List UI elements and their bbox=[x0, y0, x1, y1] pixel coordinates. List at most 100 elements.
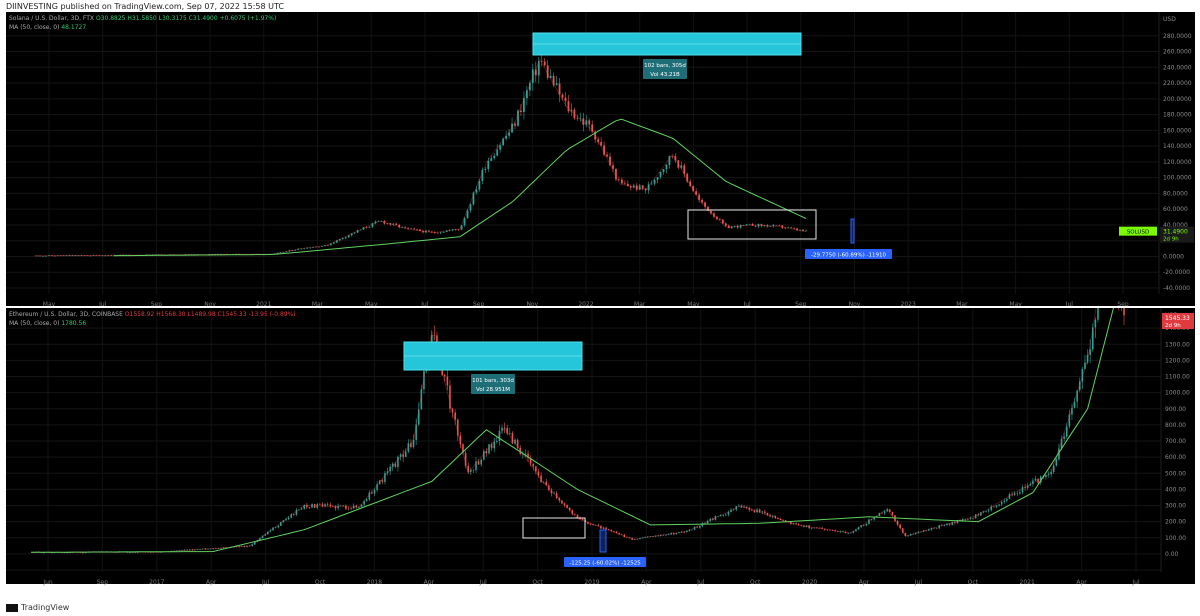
eth-legend-symbol-row: Ethereum / U.S. Dollar, 3D, COINBASE O15… bbox=[9, 311, 296, 318]
eth-candle bbox=[264, 534, 266, 536]
eth-candle bbox=[594, 524, 597, 526]
sol-candle bbox=[668, 156, 671, 165]
sol-candle bbox=[763, 225, 766, 226]
sol-candle bbox=[511, 123, 513, 133]
eth-candle bbox=[646, 536, 649, 538]
sol-candle bbox=[377, 221, 380, 222]
eth-consolidation-box bbox=[522, 517, 586, 539]
eth-candle bbox=[1024, 487, 1026, 488]
eth-candle bbox=[758, 509, 761, 513]
eth-candle bbox=[290, 514, 293, 518]
eth-candle bbox=[688, 529, 691, 531]
eth-x-tick-label: 2020 bbox=[802, 579, 817, 586]
sol-candle bbox=[576, 118, 579, 119]
eth-candle bbox=[933, 528, 935, 529]
eth-candle bbox=[870, 519, 873, 520]
eth-candle bbox=[1094, 319, 1097, 328]
eth-chart-pane[interactable]: USD1400.001300.001200.001100.001000.0090… bbox=[6, 308, 1195, 572]
eth-x-tick-label: 2021 bbox=[1020, 579, 1035, 586]
eth-candle bbox=[813, 527, 816, 529]
sol-candle bbox=[389, 223, 392, 225]
eth-date-axis[interactable]: Jun Sep 2017 Apr Jul Oct 2018 Apr Jul Oct 2019 Apr J… bbox=[6, 572, 1195, 586]
eth-candle bbox=[246, 545, 248, 547]
eth-candle bbox=[259, 537, 261, 541]
eth-candle bbox=[308, 507, 311, 508]
eth-candle bbox=[701, 523, 704, 527]
eth-candle bbox=[443, 374, 446, 377]
eth-candle bbox=[792, 523, 795, 525]
sol-candle bbox=[653, 179, 656, 184]
eth-candle bbox=[810, 527, 813, 529]
sol-candle bbox=[442, 231, 445, 233]
eth-candle bbox=[501, 427, 503, 431]
sol-candle bbox=[505, 135, 507, 139]
eth-legend-symbol: Ethereum / U.S. Dollar, 3D, COINBASE bbox=[9, 311, 123, 318]
eth-candle bbox=[985, 511, 987, 512]
eth-candle bbox=[298, 509, 300, 511]
sol-x-tick-label: Mar bbox=[956, 301, 968, 308]
eth-candle bbox=[402, 454, 404, 457]
sol-candle bbox=[347, 235, 350, 238]
eth-candle bbox=[568, 507, 571, 511]
eth-candle bbox=[1078, 381, 1081, 391]
sol-candle bbox=[365, 227, 368, 228]
eth-x-tick-label: Jul bbox=[479, 579, 488, 586]
eth-candle bbox=[745, 506, 748, 509]
sol-candle bbox=[371, 223, 374, 227]
sol-candle bbox=[451, 229, 454, 231]
eth-candle bbox=[597, 524, 600, 526]
eth-candle bbox=[149, 552, 152, 553]
eth-candle bbox=[987, 510, 990, 512]
sol-candle bbox=[618, 179, 620, 181]
eth-candle bbox=[1011, 494, 1013, 495]
eth-y-tick-label: 1000.00 bbox=[1165, 390, 1190, 397]
eth-candle bbox=[592, 524, 594, 525]
sol-candle bbox=[344, 237, 347, 239]
eth-candle bbox=[889, 509, 891, 512]
eth-candle bbox=[454, 412, 456, 420]
eth-candle bbox=[566, 504, 568, 508]
sol-candle bbox=[89, 255, 92, 257]
eth-price-tag-value: 1545.33 bbox=[1165, 315, 1190, 322]
sol-candle bbox=[719, 219, 721, 220]
eth-candle bbox=[722, 515, 725, 516]
sol-candle bbox=[710, 210, 712, 214]
eth-candle bbox=[220, 548, 222, 549]
sol-candle bbox=[454, 229, 457, 230]
sol-candle bbox=[686, 173, 689, 182]
sol-candle bbox=[677, 160, 680, 168]
eth-candle bbox=[607, 529, 610, 530]
sol-candle bbox=[520, 110, 522, 112]
eth-candle bbox=[842, 531, 844, 533]
eth-candle bbox=[334, 506, 337, 509]
eth-candle bbox=[1000, 501, 1003, 505]
eth-candle bbox=[368, 492, 371, 500]
sol-candle bbox=[422, 230, 424, 233]
tradingview-brand[interactable]: TradingView bbox=[6, 603, 69, 612]
eth-candle bbox=[183, 549, 186, 551]
eth-candle bbox=[951, 522, 954, 525]
eth-candle bbox=[64, 552, 66, 554]
eth-measure-label-bg bbox=[564, 557, 646, 567]
eth-candle bbox=[868, 519, 870, 525]
eth-candle bbox=[238, 546, 240, 548]
eth-candle bbox=[675, 532, 678, 535]
sol-date-axis[interactable]: May Jul Sep Nov 2021 Mar May Jul Sep Nov 2022 Mar Ma… bbox=[6, 294, 1195, 308]
sol-candle bbox=[288, 250, 291, 252]
sol-y-tick-label: 160.0000 bbox=[1163, 127, 1192, 134]
sol-candle bbox=[730, 226, 733, 229]
sol-candle bbox=[754, 225, 757, 227]
sol-candle bbox=[543, 61, 546, 66]
sol-chart-pane[interactable]: USD 280.0000 260.0000 240.0000 220.0000 200.0… bbox=[6, 12, 1195, 294]
sol-candle bbox=[193, 254, 196, 255]
eth-candle bbox=[784, 520, 787, 522]
eth-candle bbox=[639, 538, 641, 540]
sol-candle bbox=[220, 253, 222, 255]
eth-candle bbox=[766, 512, 769, 516]
sol-candle bbox=[781, 225, 784, 228]
eth-x-tick-label: Oct bbox=[315, 579, 326, 586]
eth-candle bbox=[417, 409, 420, 425]
eth-candle bbox=[191, 549, 194, 551]
eth-candle bbox=[131, 552, 134, 553]
sol-candle bbox=[333, 242, 335, 244]
